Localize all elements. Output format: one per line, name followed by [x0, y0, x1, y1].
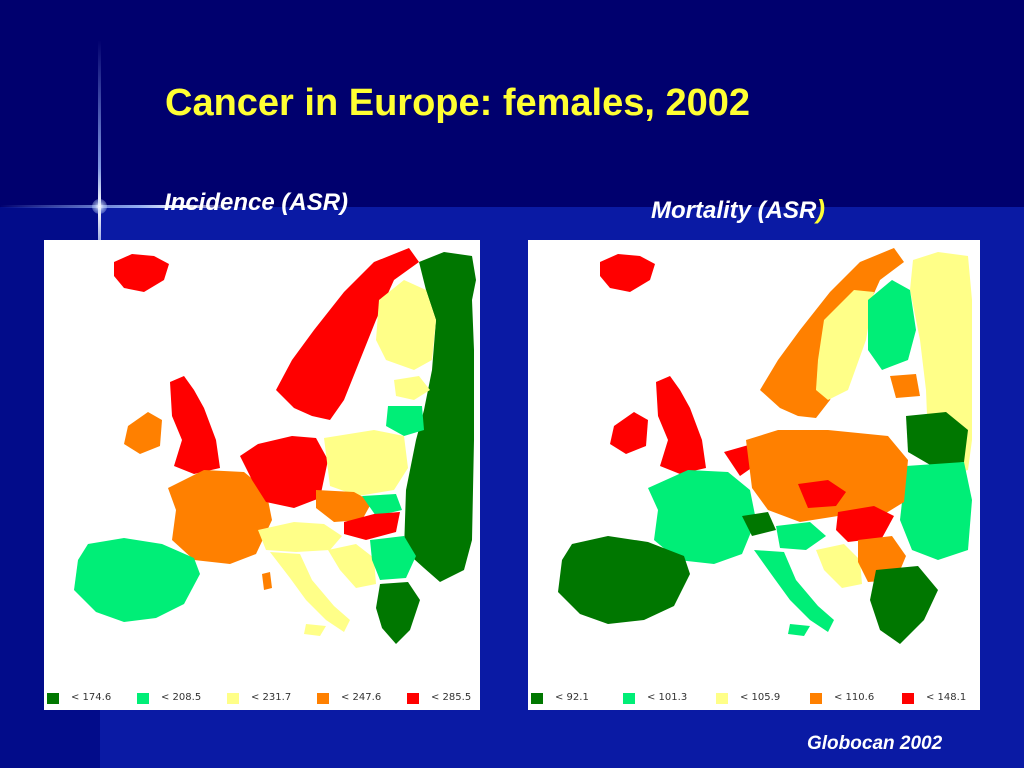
region-czech: [798, 480, 846, 508]
region-scandinavia: [276, 248, 419, 420]
region-ireland: [610, 412, 648, 454]
region-belarus: [906, 412, 968, 466]
region-baltics: [394, 376, 430, 400]
region-sweden: [816, 290, 874, 400]
region-ukraine: [900, 462, 972, 560]
incidence-map-panel: < 174.6 < 208.5 < 231.7 < 247.6 < 285.5: [44, 240, 480, 710]
slide-title: Cancer in Europe: females, 2002: [165, 82, 751, 124]
source-credit: Globocan 2002: [807, 733, 943, 754]
mortality-label-text: Mortality (ASR: [651, 197, 817, 224]
region-slovakia: [362, 494, 402, 516]
legend-label: < 110.6: [834, 692, 875, 703]
mortality-label: Mortality (ASR): [651, 194, 825, 225]
region-france: [168, 470, 272, 564]
region-sicily: [304, 624, 326, 636]
legend-swatch: [716, 693, 728, 704]
region-czech: [316, 490, 372, 522]
legend-label: < 148.1: [926, 692, 967, 703]
legend-label: < 92.1: [555, 692, 589, 703]
region-belarus: [386, 406, 424, 436]
region-balkans: [328, 544, 376, 588]
legend-label: < 174.6: [71, 692, 112, 703]
legend-label: < 247.6: [341, 692, 382, 703]
region-iberia: [558, 536, 690, 624]
region-sicily: [788, 624, 810, 636]
region-romania: [370, 536, 416, 580]
legend-swatch: [407, 693, 419, 704]
legend-swatch: [531, 693, 543, 704]
legend-swatch: [47, 693, 59, 704]
region-austria: [258, 522, 342, 552]
region-italy: [270, 552, 350, 632]
region-austria: [776, 522, 826, 550]
region-russia: [404, 252, 476, 582]
mortality-label-paren: ): [816, 194, 826, 224]
legend-label: < 101.3: [647, 692, 688, 703]
region-hungary: [344, 512, 400, 540]
region-finland: [376, 280, 436, 370]
region-iberia: [74, 538, 200, 622]
legend-label: < 208.5: [161, 692, 202, 703]
legend-swatch: [623, 693, 635, 704]
region-germany: [240, 436, 328, 508]
legend-label: < 105.9: [740, 692, 781, 703]
region-switzerland: [742, 512, 776, 536]
legend-label: < 231.7: [251, 692, 292, 703]
mortality-map-panel: < 92.1 < 101.3 < 105.9 < 110.6 < 148.1: [528, 240, 980, 710]
region-finland: [868, 280, 916, 370]
incidence-legend: < 174.6 < 208.5 < 231.7 < 247.6 < 285.5: [44, 688, 480, 710]
mortality-legend: < 92.1 < 101.3 < 105.9 < 110.6 < 148.1: [528, 688, 980, 710]
region-russia: [910, 252, 972, 476]
legend-label: < 285.5: [431, 692, 472, 703]
region-germany: [746, 430, 908, 522]
region-balkans: [816, 544, 862, 588]
legend-swatch: [227, 693, 239, 704]
region-poland: [324, 430, 408, 496]
region-uk: [170, 376, 220, 474]
mortality-map: [558, 248, 972, 644]
legend-swatch: [137, 693, 149, 704]
light-flare-horizontal: [0, 205, 230, 208]
legend-swatch: [317, 693, 329, 704]
region-uk: [656, 376, 706, 474]
incidence-map: [74, 248, 476, 644]
region-france: [648, 470, 756, 564]
region-greece: [870, 566, 938, 644]
region-italy: [754, 550, 834, 632]
region-greece: [376, 582, 420, 644]
light-flare-center: [92, 199, 107, 214]
region-iceland: [114, 254, 169, 292]
region-hungary: [836, 506, 894, 542]
region-ireland: [124, 412, 162, 454]
region-sardinia: [262, 572, 272, 590]
incidence-label: Incidence (ASR): [164, 189, 349, 216]
legend-swatch: [810, 693, 822, 704]
region-baltics: [890, 374, 920, 398]
legend-swatch: [902, 693, 914, 704]
region-iceland: [600, 254, 655, 292]
